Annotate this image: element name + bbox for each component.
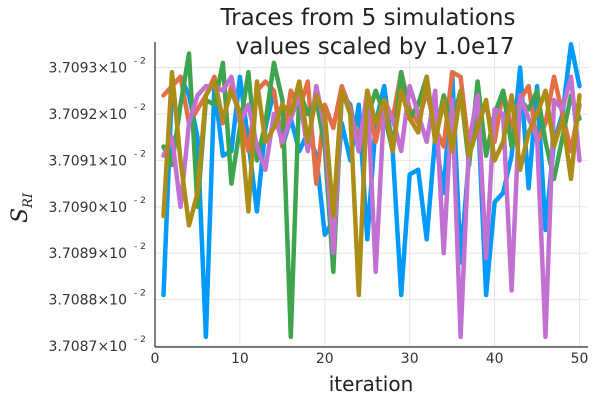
y-tick-exponent: - 2 xyxy=(134,242,146,252)
x-tick-label: 40 xyxy=(486,351,504,367)
y-tick-label: 3.7092×10 xyxy=(48,107,127,123)
y-tick-labels: 3.7087×10 - 2 3.7088×10 - 2 3.7089×10 - 2 3.70… xyxy=(48,57,145,356)
y-tick-exponent: - 2 xyxy=(134,289,146,299)
x-tick-label: 20 xyxy=(316,351,334,367)
x-tick-label: 0 xyxy=(151,351,160,367)
y-tick-label: 3.7093×10 xyxy=(48,61,127,77)
x-tick-label: 50 xyxy=(571,351,589,367)
y-tick-label: 3.7087×10 xyxy=(48,339,127,355)
y-axis-label: SRI xyxy=(8,192,36,223)
y-tick-exponent: - 2 xyxy=(134,57,146,67)
x-tick-labels: 0 10 20 30 40 50 xyxy=(151,351,589,367)
y-tick-label: 3.7090×10 xyxy=(48,200,127,216)
y-tick-label: 3.7089×10 xyxy=(48,246,127,262)
y-tick-exponent: - 2 xyxy=(134,335,146,345)
series-line-5 xyxy=(161,69,582,298)
y-tick-label: 3.7091×10 xyxy=(48,153,127,169)
chart-subtitle: values scaled by 1.0e17 xyxy=(236,34,515,60)
x-tick-label: 10 xyxy=(231,351,249,367)
y-tick-exponent: - 2 xyxy=(134,196,146,206)
axes xyxy=(154,42,588,348)
x-tick-label: 30 xyxy=(401,351,419,367)
series-line-4 xyxy=(161,74,582,340)
series-lines xyxy=(161,42,582,340)
y-axis-label-main: S xyxy=(8,208,33,223)
y-tick-exponent: - 2 xyxy=(134,103,146,113)
y-axis-label-sub: RI xyxy=(21,192,36,209)
y-tick-label: 3.7088×10 xyxy=(48,293,127,309)
x-axis-label: iteration xyxy=(329,372,414,396)
y-tick-exponent: - 2 xyxy=(134,149,146,159)
chart-title: Traces from 5 simulations xyxy=(220,5,516,31)
